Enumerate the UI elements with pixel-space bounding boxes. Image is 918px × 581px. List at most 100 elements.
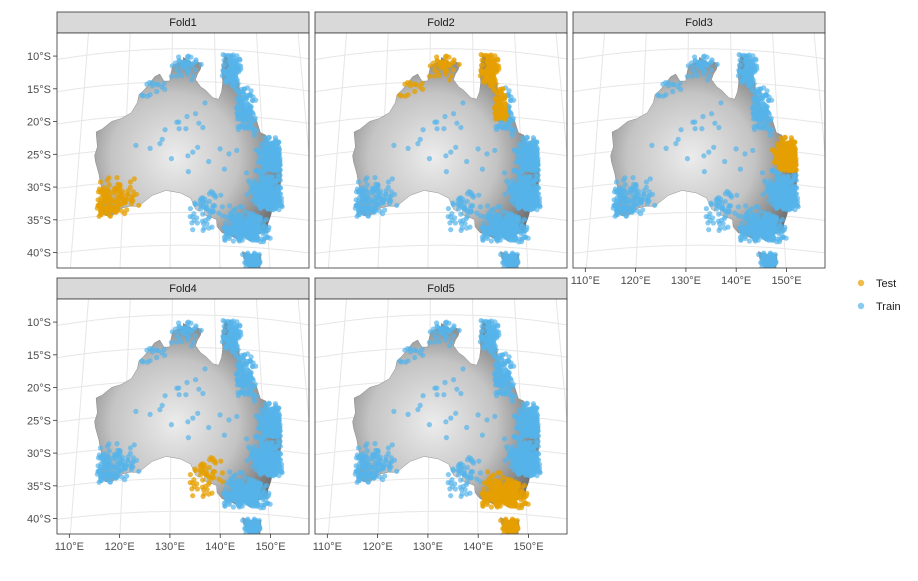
train-point	[361, 200, 367, 206]
test-point	[419, 80, 425, 87]
train-point	[788, 190, 794, 196]
train-point	[519, 223, 525, 229]
train-point	[716, 203, 722, 209]
train-point	[774, 239, 780, 245]
train-point	[514, 154, 521, 160]
train-point	[190, 73, 196, 79]
train-point	[708, 200, 714, 206]
train-point	[159, 136, 165, 142]
test-point	[398, 93, 404, 99]
train-point	[236, 502, 242, 509]
train-point	[629, 186, 635, 193]
test-point	[478, 52, 484, 58]
train-point	[489, 218, 495, 224]
train-point	[765, 258, 771, 264]
train-point	[261, 485, 267, 491]
train-point	[763, 112, 769, 118]
train-point	[520, 157, 527, 163]
train-point	[516, 239, 522, 245]
train-point	[766, 253, 773, 259]
train-point	[494, 236, 500, 243]
test-point	[114, 175, 120, 181]
test-point	[131, 176, 137, 182]
graticule-parallel	[315, 244, 567, 254]
train-point	[678, 86, 684, 92]
train-point	[620, 177, 626, 183]
train-point	[532, 177, 539, 183]
train-point	[426, 156, 432, 162]
train-point	[176, 119, 182, 125]
train-point	[792, 194, 798, 200]
test-point	[456, 61, 462, 67]
train-point	[630, 195, 636, 201]
train-point	[670, 81, 676, 87]
train-point	[372, 195, 378, 201]
y-tick-label: 15°S	[27, 84, 51, 96]
train-point	[524, 134, 530, 140]
x-tick-label: 150°E	[771, 275, 801, 287]
test-point	[494, 90, 500, 96]
test-point	[482, 80, 488, 86]
train-point	[240, 119, 246, 125]
train-point	[742, 151, 748, 157]
test-point	[427, 63, 433, 69]
train-point	[224, 496, 230, 502]
test-point	[102, 185, 108, 191]
train-point	[240, 114, 246, 120]
test-point	[495, 56, 501, 62]
train-point	[445, 206, 451, 212]
train-point	[619, 200, 625, 206]
facet-label: Fold4	[169, 283, 197, 295]
train-point	[268, 159, 274, 165]
train-point	[258, 505, 264, 511]
train-point	[701, 153, 707, 159]
train-point	[741, 57, 748, 63]
train-point	[364, 192, 370, 198]
train-point	[520, 167, 526, 173]
test-point	[127, 179, 133, 185]
train-point	[765, 126, 771, 132]
train-point	[377, 208, 383, 214]
x-axis: 110°E 120°E 130°E 140°E 150°E	[571, 268, 802, 287]
train-point	[194, 220, 200, 226]
train-point	[209, 205, 216, 211]
train-point	[777, 219, 783, 225]
train-point	[776, 197, 782, 203]
test-point	[412, 81, 418, 87]
train-point	[745, 57, 751, 63]
test-point	[788, 139, 794, 146]
train-point	[230, 504, 236, 510]
train-point	[385, 184, 391, 190]
train-point	[488, 231, 494, 237]
graticule-parallel	[57, 510, 309, 520]
test-point	[114, 203, 120, 209]
train-point	[247, 211, 253, 217]
test-point	[483, 73, 489, 79]
train-point	[381, 196, 387, 202]
train-point	[198, 61, 204, 67]
train-point	[276, 194, 282, 200]
test-point	[119, 208, 125, 214]
train-point	[98, 476, 104, 482]
train-point	[177, 69, 183, 75]
train-point	[101, 456, 108, 462]
train-point	[504, 122, 510, 128]
train-point	[747, 218, 753, 224]
train-point	[250, 253, 257, 259]
train-point	[232, 62, 238, 68]
graticule-meridian	[297, 33, 309, 160]
test-point	[402, 93, 409, 99]
train-point	[760, 116, 766, 122]
train-point	[220, 52, 226, 58]
train-point	[124, 473, 130, 479]
train-point	[261, 219, 267, 225]
train-point	[495, 227, 501, 233]
train-point	[169, 63, 175, 69]
train-point	[640, 207, 646, 213]
train-point	[735, 204, 741, 210]
train-point	[717, 225, 723, 231]
train-point	[530, 135, 536, 141]
test-point	[447, 77, 453, 83]
train-point	[722, 158, 728, 165]
